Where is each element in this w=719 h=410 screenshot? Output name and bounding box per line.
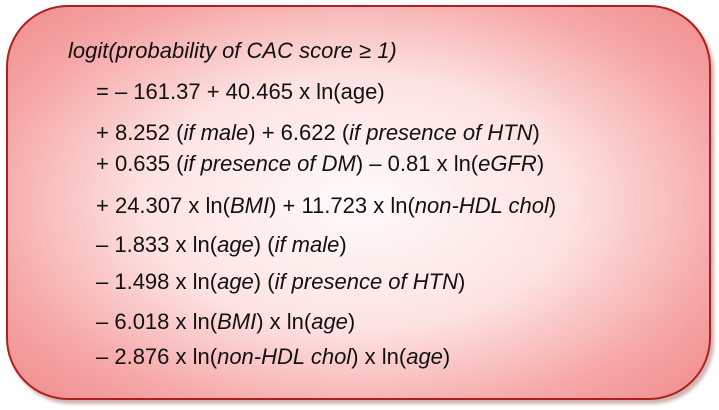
formula-line-6: – 1.498 x ln(age) (if presence of HTN) — [96, 271, 465, 293]
formula-term: + 8.252 ( — [96, 120, 184, 145]
formula-term: + 24.307 x ln( — [96, 193, 230, 218]
formula-term: – 6.018 x ln( — [96, 309, 218, 334]
formula-term: ) – 0.81 x ln( — [355, 151, 479, 176]
formula-term: ) ( — [253, 269, 275, 294]
formula-line-5: – 1.833 x ln(age) (if male) — [96, 234, 347, 256]
formula-term: ) ( — [253, 232, 275, 257]
formula-term: ) — [536, 151, 545, 176]
formula-line-2: + 8.252 (if male) + 6.622 (if presence o… — [96, 122, 540, 144]
formula-term: BMI — [217, 309, 257, 334]
formula-line-7: – 6.018 x ln(BMI) x ln(age) — [96, 311, 355, 333]
formula-term: – 1.833 x ln( — [96, 232, 218, 257]
formula-term: ) x ln( — [256, 309, 312, 334]
formula-line-8: – 2.876 x ln(non-HDL chol) x ln(age) — [96, 346, 450, 368]
formula-title: logit(probability of CAC score ≥ 1) — [68, 40, 397, 62]
formula-term: ) — [347, 309, 356, 334]
formula-line-4: + 24.307 x ln(BMI) + 11.723 x ln(non-HDL… — [96, 195, 556, 217]
formula-term: ) x ln( — [351, 344, 407, 369]
formula-term: non-HDL chol — [414, 193, 549, 218]
formula-term: if presence of HTN — [274, 269, 458, 294]
formula-line-3: + 0.635 (if presence of DM) – 0.81 x ln(… — [96, 153, 544, 175]
formula-box — [6, 5, 711, 400]
formula-term: ) — [339, 232, 347, 257]
formula-term: – 1.498 x ln( — [96, 269, 218, 294]
formula-term: age — [406, 344, 443, 369]
formula-term: logit(probability of CAC score ≥ 1) — [68, 38, 397, 63]
formula-term: if male — [183, 120, 249, 145]
formula-term: = – 161.37 + 40.465 x ln(age) — [96, 79, 385, 104]
formula-term: age — [217, 269, 254, 294]
formula-term: ) — [548, 193, 557, 218]
formula-term: if presence of HTN — [349, 120, 533, 145]
formula-term: ) — [532, 120, 540, 145]
formula-term: eGFR — [478, 151, 537, 176]
formula-term: if male — [274, 232, 340, 257]
formula-term: non-HDL chol — [217, 344, 352, 369]
formula-term: ) — [442, 344, 451, 369]
formula-term: age — [217, 232, 254, 257]
formula-term: ) + 6.622 ( — [248, 120, 350, 145]
formula-term: ) — [457, 269, 466, 294]
formula-line-1: = – 161.37 + 40.465 x ln(age) — [96, 81, 385, 103]
formula-term: BMI — [229, 193, 270, 218]
formula-term: ) + 11.723 x ln( — [269, 193, 415, 218]
formula-term: – 2.876 x ln( — [96, 344, 218, 369]
formula-term: if presence of DM — [183, 151, 356, 176]
formula-term: age — [311, 309, 348, 334]
formula-term: + 0.635 ( — [96, 151, 184, 176]
